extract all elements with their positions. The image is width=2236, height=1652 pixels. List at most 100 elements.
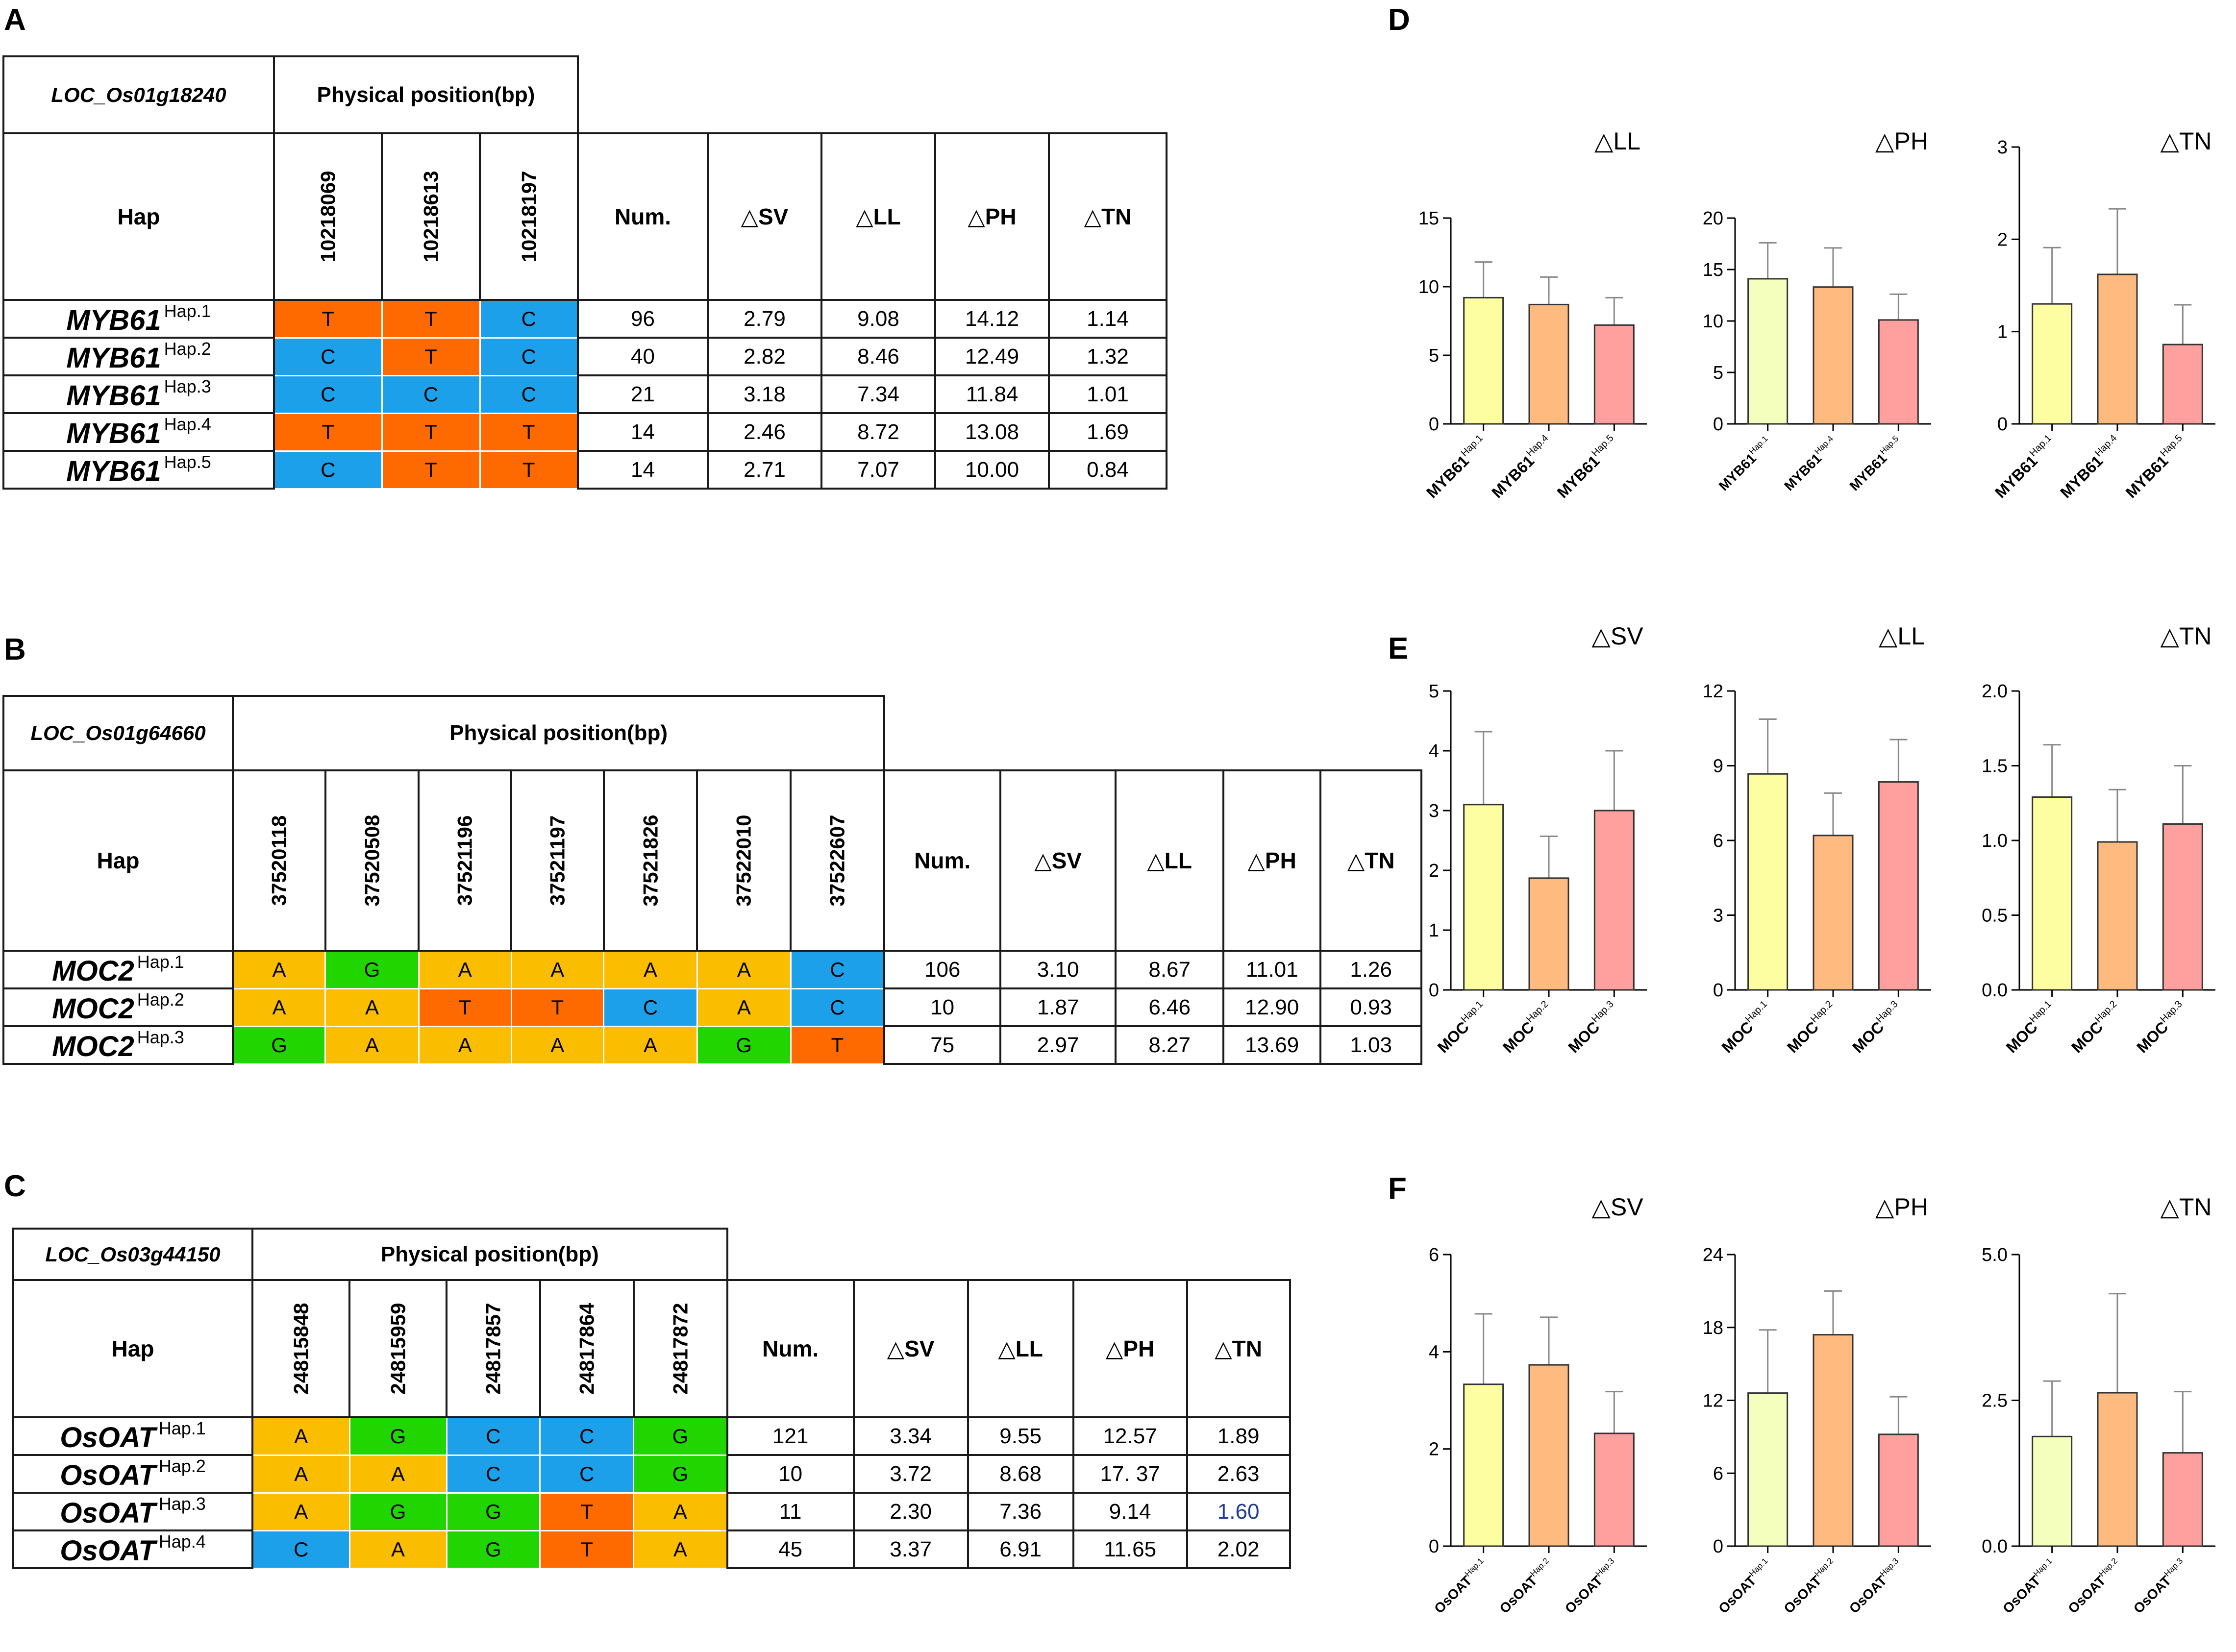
allele-cell: G [633, 1416, 728, 1456]
metric-header: △LL [820, 132, 936, 301]
metric-header: △SV [999, 769, 1117, 952]
y-tick-label: 0 [1429, 980, 1439, 1001]
x-category-label: MOCHap.1 [2002, 999, 2060, 1057]
haplotype-name: MYB61 Hap.3 [2, 374, 275, 414]
y-tick-label: 6 [1713, 831, 1723, 851]
y-tick-label: 10 [1703, 311, 1723, 332]
bar [1747, 773, 1789, 991]
y-tick-label: 0 [1713, 1536, 1723, 1557]
allele-cell: A [348, 1454, 447, 1494]
y-tick-label: 9 [1713, 756, 1723, 777]
value-cell: 3.37 [852, 1529, 969, 1569]
value-cell: 14 [577, 450, 709, 490]
allele-cell: C [273, 374, 383, 414]
haplotype-table-osoat: LOC_Os03g44150 Physical position(bp) Hap… [12, 1228, 1291, 1569]
x-category-label: MYB61Hap.5 [2121, 433, 2190, 501]
metric-header: △LL [1115, 769, 1225, 952]
y-tick-label: 1.5 [1982, 756, 2008, 777]
y-tick-label: 0 [1713, 980, 1723, 1001]
x-category-label: OsOATHap.2 [2064, 1556, 2125, 1616]
locus-id: LOC_Os01g18240 [2, 55, 275, 134]
value-cell: 1.69 [1048, 412, 1168, 452]
bar [1878, 319, 1919, 425]
y-tick-label: 0.0 [1982, 980, 2008, 1001]
value-cell: 9.08 [820, 299, 936, 339]
allele-cell: C [479, 299, 579, 339]
x-category-label: MYB61Hap.1 [1990, 433, 2059, 501]
bar [2162, 1452, 2203, 1547]
y-tick-label: 6 [1429, 1245, 1439, 1265]
allele-cell: G [348, 1492, 447, 1531]
allele-cell: T [273, 299, 383, 339]
value-cell: 13.08 [934, 412, 1050, 452]
allele-cell: T [381, 450, 481, 490]
value-cell: 1.01 [1048, 374, 1168, 414]
value-cell: 2.02 [1186, 1529, 1291, 1569]
value-cell: 8.68 [967, 1454, 1074, 1494]
y-tick-label: 5 [1713, 363, 1723, 383]
panel-label-c: C [4, 1169, 26, 1203]
bar [2162, 823, 2203, 991]
metric-header: △PH [1222, 769, 1322, 952]
haplotype-row: MYB61 Hap.2 C T C 40 2.82 8.46 12.49 1.32 [2, 337, 1168, 376]
allele-cell: C [273, 450, 383, 490]
metric-header: Num. [726, 1279, 855, 1418]
value-cell: 7.07 [820, 450, 936, 490]
chart-title: △LL [1879, 622, 1925, 650]
allele-cell: A [510, 950, 605, 989]
value-cell: 8.67 [1115, 950, 1225, 989]
allele-cell: A [510, 1025, 605, 1065]
bar [1593, 810, 1635, 991]
physical-position-header: Physical position(bp) [251, 1228, 728, 1281]
y-tick-label: 0.5 [1982, 906, 2008, 926]
metric-header: Num. [883, 769, 1002, 952]
bar [1813, 835, 1854, 991]
haplotype-name: OsOAT Hap.2 [12, 1454, 253, 1494]
allele-cell: C [251, 1529, 350, 1569]
y-tick-label: 15 [1418, 208, 1439, 229]
chart-title: △TN [2160, 1193, 2211, 1221]
x-category-label: MYB61Hap.1 [1422, 433, 1491, 501]
x-category-label: OsOATHap.2 [1780, 1556, 1840, 1616]
position-header: 37520118 [232, 769, 326, 952]
haplotype-row: OsOAT Hap.2 A A C C G 10 3.72 8.68 17. 37 2.63 [12, 1454, 1291, 1494]
bar [2097, 1392, 2138, 1547]
position-header: 24817872 [632, 1279, 728, 1418]
value-cell: 11.65 [1072, 1529, 1188, 1569]
haplotype-name: MYB61 Hap.5 [2, 450, 275, 490]
value-cell: 0.93 [1319, 987, 1423, 1027]
metric-header: △TN [1048, 132, 1168, 301]
haplotype-row: MOC2 Hap.1 A G A A A A C 106 3.10 8.67 11.01 1.26 [2, 950, 1423, 989]
x-category-label: MOCHap.3 [1848, 999, 1906, 1057]
value-cell: 75 [883, 1025, 1002, 1065]
position-header: 37520508 [324, 769, 420, 952]
x-category-label: MOCHap.2 [1498, 999, 1556, 1057]
haplotype-table-moc2: LOC_Os01g64660 Physical position(bp) Hap… [2, 695, 1423, 1065]
value-cell: 2.79 [707, 299, 822, 339]
y-tick-label: 4 [1429, 741, 1439, 762]
y-tick-label: 4 [1429, 1342, 1439, 1362]
value-cell: 9.14 [1072, 1492, 1188, 1531]
value-cell: 11.84 [934, 374, 1050, 414]
bar [2097, 841, 2138, 991]
allele-cell: T [381, 412, 481, 452]
allele-cell: A [696, 950, 792, 989]
allele-cell: T [418, 987, 512, 1027]
bar [1747, 1392, 1789, 1547]
y-tick-label: 18 [1703, 1318, 1723, 1338]
position-header: 37521197 [510, 769, 605, 952]
allele-cell: T [539, 1529, 635, 1569]
value-cell: 6.91 [967, 1529, 1074, 1569]
value-cell: 1.60 [1186, 1492, 1291, 1531]
bar [1463, 804, 1504, 991]
allele-cell: A [251, 1454, 350, 1494]
allele-cell: C [479, 337, 579, 376]
haplotype-name: OsOAT Hap.4 [12, 1529, 253, 1569]
value-cell: 3.34 [852, 1416, 969, 1456]
allele-cell: T [381, 337, 481, 376]
haplotype-name: MYB61 Hap.1 [2, 299, 275, 339]
value-cell: 12.49 [934, 337, 1050, 376]
y-tick-label: 20 [1703, 208, 1723, 229]
